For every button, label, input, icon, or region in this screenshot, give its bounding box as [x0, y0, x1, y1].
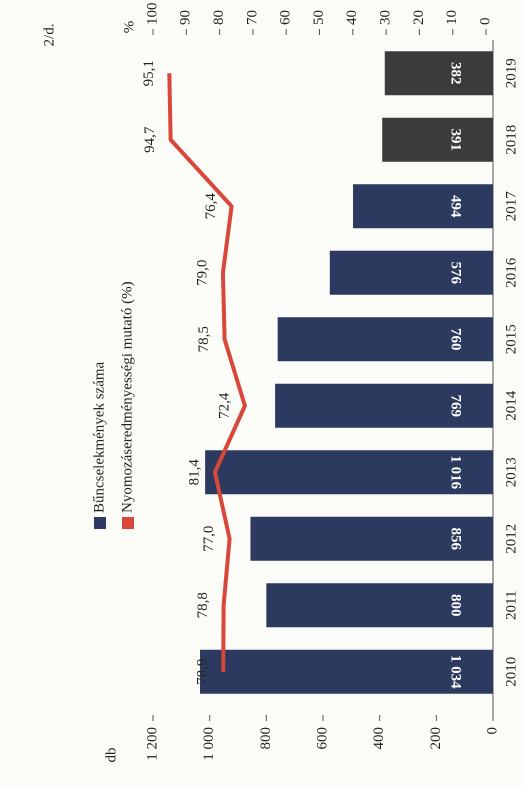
y2-axis-label: % — [121, 21, 137, 34]
y2-tick-label: 90 — [178, 10, 194, 25]
y2-tick-label: 60 — [278, 10, 294, 25]
line-value-label: 79,0 — [194, 260, 210, 286]
y2-tick-label: 80 — [211, 10, 227, 25]
y-tick-label: 1 000 — [201, 727, 217, 761]
line-value-label: 77,0 — [201, 526, 217, 552]
line-value-label: 95,1 — [141, 60, 157, 86]
line-value-label: 76,4 — [203, 193, 219, 220]
line-value-label: 78,5 — [196, 326, 212, 352]
x-tick-label: 2017 — [503, 191, 519, 222]
bar — [382, 117, 494, 162]
bar-value-label: 576 — [448, 262, 464, 285]
x-tick-label: 2016 — [503, 257, 519, 288]
bar — [205, 450, 493, 495]
y2-tick-label: 50 — [311, 10, 327, 25]
y2-tick-label: 100 — [144, 3, 160, 26]
line-value-label: 78,9 — [195, 659, 211, 685]
line-value-label: 81,4 — [186, 459, 202, 486]
x-tick-label: 2012 — [503, 524, 519, 554]
bar — [277, 317, 493, 362]
line — [167, 73, 247, 672]
x-tick-label: 2011 — [503, 591, 519, 620]
legend-label: Nyomozáseredményességi mutató (%) — [119, 281, 135, 513]
bar-value-label: 391 — [448, 129, 464, 152]
bar — [275, 383, 493, 428]
bar — [353, 184, 493, 229]
y-axis-label: db — [103, 748, 119, 763]
bar-value-label: 1 034 — [448, 655, 464, 689]
bar-value-label: 856 — [448, 528, 464, 551]
bar-value-label: 494 — [448, 195, 464, 218]
bar-value-label: 760 — [448, 328, 464, 351]
y-tick-label: 600 — [314, 727, 330, 750]
x-tick-label: 2015 — [503, 324, 519, 354]
y2-tick-label: 40 — [344, 10, 360, 25]
bar-value-label: 800 — [448, 594, 464, 617]
bar-value-label: 382 — [448, 62, 464, 85]
y-tick-label: 0 — [484, 727, 500, 735]
line-value-label: 78,8 — [195, 592, 211, 618]
bar — [200, 649, 494, 694]
line-value-label: 72,4 — [216, 392, 232, 419]
x-tick-label: 2010 — [503, 657, 519, 687]
bar — [329, 250, 493, 295]
x-tick-label: 2019 — [503, 58, 519, 88]
y-tick-label: 400 — [371, 727, 387, 750]
bar-value-label: 769 — [448, 395, 464, 418]
y2-tick-label: 70 — [244, 10, 260, 25]
legend-swatch — [94, 517, 106, 529]
y-tick-label: 1 200 — [144, 727, 160, 761]
line-value-label: 94,7 — [142, 126, 158, 153]
y-tick-label: 200 — [428, 727, 444, 750]
y2-tick-label: 20 — [411, 10, 427, 25]
y2-tick-label: 30 — [378, 10, 394, 25]
bar — [266, 583, 494, 628]
bar — [250, 516, 493, 561]
bar — [384, 51, 493, 96]
x-tick-label: 2018 — [503, 125, 519, 155]
legend-label: Bűncselekmények száma — [91, 361, 107, 513]
legend-swatch — [122, 517, 134, 529]
y2-tick-label: 0 — [477, 18, 493, 26]
x-tick-label: 2013 — [503, 457, 519, 487]
bar-value-label: 1 016 — [448, 455, 464, 489]
y-tick-label: 800 — [258, 727, 274, 750]
y2-tick-label: 10 — [444, 10, 460, 25]
x-tick-label: 2014 — [503, 390, 519, 421]
page-label: 2/d. — [41, 24, 57, 47]
